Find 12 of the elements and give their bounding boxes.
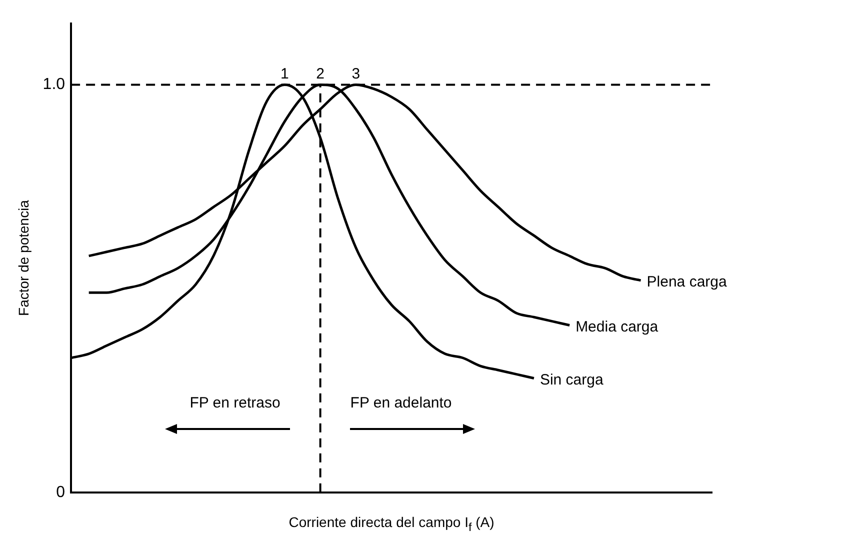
y-axis-title: Factor de potencia	[15, 200, 32, 316]
series-label: Media carga	[576, 318, 659, 336]
annotation: FP en adelanto	[350, 394, 452, 412]
x-axis-title: Corriente directa del campo I$_{f}$ (A)	[288, 514, 496, 534]
annotation: 3	[352, 65, 360, 82]
series-label: Sin carga	[540, 371, 604, 388]
annotation: 1	[280, 65, 289, 82]
y-tick-label: 0	[56, 484, 66, 501]
annotation: FP en retraso	[190, 394, 280, 412]
annotation: 2	[316, 65, 324, 82]
series-label: Plena carga	[646, 274, 728, 291]
y-tick-label: 1.0	[42, 76, 66, 94]
